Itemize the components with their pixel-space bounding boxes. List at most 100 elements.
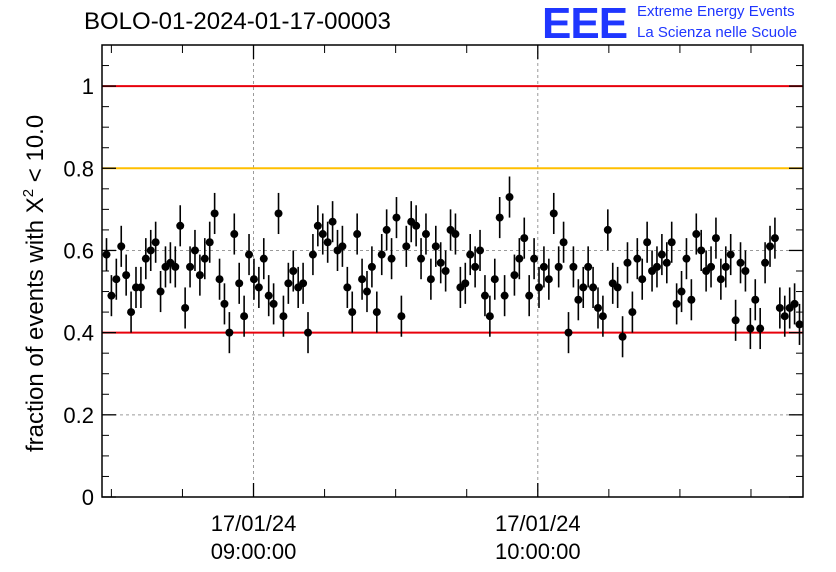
data-point [412,205,421,247]
data-point [697,229,706,271]
data-point [299,262,308,304]
data-point [372,291,381,333]
marker [736,258,745,267]
marker [274,209,283,218]
data-point [633,238,642,280]
marker [367,262,376,271]
marker [667,238,676,247]
data-point [289,250,298,292]
marker [421,230,430,239]
data-point [461,262,470,304]
marker [338,242,347,251]
data-point [756,307,765,350]
eee-logo: EEE [542,0,628,48]
marker [117,242,126,251]
data-point [318,213,327,255]
marker [156,287,165,296]
marker [584,262,593,271]
marker [210,209,219,218]
marker [151,238,160,247]
data-point [151,221,160,263]
marker [780,312,789,321]
marker [549,209,558,218]
marker [613,283,622,292]
data-point [471,246,480,288]
data-point [795,303,804,345]
data-point [358,258,367,300]
marker [122,271,131,280]
marker [692,230,701,239]
marker [382,225,391,234]
data-point [598,295,607,337]
data-point [535,266,544,308]
marker [358,275,367,284]
marker [628,308,637,317]
marker [304,328,313,337]
data-point [657,234,666,276]
y-axis-label-sup: 2 [20,189,37,197]
marker [190,246,199,255]
data-point [495,197,504,239]
data-point [672,283,681,325]
data-point [210,192,219,235]
data-point [623,242,632,284]
data-point [107,275,116,317]
data-point [564,312,573,354]
marker [726,250,735,259]
data-point [589,266,598,308]
marker [146,246,155,255]
data-point [387,238,396,280]
data-point [785,287,794,329]
marker [176,221,185,230]
data-point [397,295,406,337]
marker [127,308,136,317]
data-point [382,209,391,251]
marker [471,262,480,271]
marker [284,279,293,288]
data-point [245,234,254,276]
marker [328,217,337,226]
data-point [181,287,190,329]
marker [790,299,799,308]
data-point [362,271,371,313]
data-point [195,254,204,296]
marker [761,258,770,267]
data-point [766,225,775,267]
y-tick-label: 0.8 [63,156,94,181]
data-point [652,246,661,288]
marker [672,299,681,308]
data-point [500,275,509,317]
data-point [190,229,199,271]
plot-frame [101,44,804,498]
data-point [780,295,789,337]
data-point [102,238,111,271]
data-point [200,238,209,280]
marker [687,295,696,304]
marker [136,283,145,292]
data-point [549,192,558,235]
marker [235,279,244,288]
data-point [367,246,376,288]
data-point [544,258,553,300]
marker [230,230,239,239]
data-point [716,258,725,300]
marker [171,262,180,271]
reference-lines [102,85,803,334]
data-point [328,201,337,243]
marker [535,283,544,292]
data-point [510,254,519,296]
marker [559,238,568,247]
marker [102,250,111,259]
marker [490,275,499,284]
marker [505,193,514,202]
data-point [554,246,563,288]
data-point [603,209,612,251]
marker [638,275,647,284]
data-point [407,201,416,243]
data-point [648,250,657,292]
data-point [122,254,131,296]
marker [200,254,209,263]
data-point [476,229,485,271]
marker [662,258,671,267]
